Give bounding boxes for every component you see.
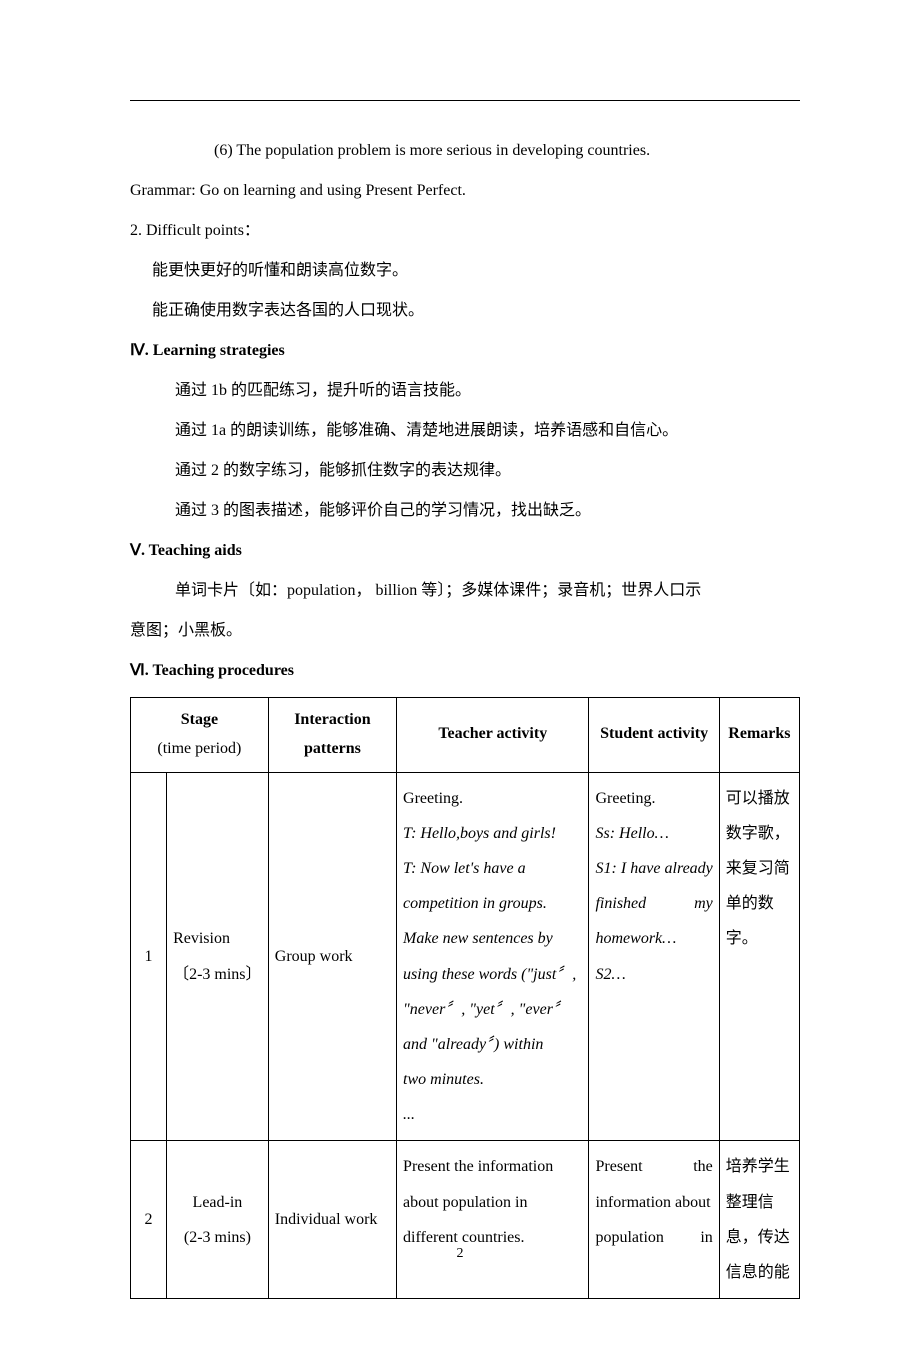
s-line: Ss: Hello… [595, 816, 712, 851]
cell-interaction: Individual work [268, 1141, 396, 1299]
teaching-procedures-table: Stage (time period) Interaction patterns… [130, 697, 800, 1299]
th-interaction-l2: patterns [304, 740, 361, 757]
t-line: ... [403, 1097, 582, 1132]
top-rule [130, 100, 800, 101]
th-teacher: Teacher activity [397, 698, 589, 773]
cell-student: Greeting. Ss: Hello… S1: I have already … [589, 772, 719, 1141]
s-line: S2… [595, 957, 712, 992]
text-line: 通过 2 的数字练习，能够抓住数字的表达规律。 [130, 451, 800, 491]
section-heading-4: Ⅳ. Learning strategies [130, 331, 800, 371]
th-stage-l2: (time period) [157, 740, 241, 757]
th-interaction: Interaction patterns [268, 698, 396, 773]
cell-remarks: 培养学生整理信息，传达信息的能 [719, 1141, 799, 1299]
stage-l2: 〔2-3 mins〕 [173, 966, 261, 983]
stage-l1: Revision [173, 930, 230, 947]
th-remarks: Remarks [719, 698, 799, 773]
text-line: Grammar: Go on learning and using Presen… [130, 171, 800, 211]
text-line: (6) The population problem is more serio… [130, 131, 800, 171]
t-line: and "already〞) within [403, 1027, 582, 1062]
cell-stage: Revision 〔2-3 mins〕 [167, 772, 269, 1141]
t-line: competition in groups. [403, 886, 582, 921]
t-line: "never〞, "yet〞, "ever〞 [403, 992, 582, 1027]
text-line: 能更快更好的听懂和朗读高位数字。 [130, 251, 800, 291]
s-line: homework… [595, 921, 712, 956]
stage-l2: (2-3 mins) [184, 1229, 251, 1246]
t-line: about population in [403, 1185, 582, 1220]
table-header-row: Stage (time period) Interaction patterns… [131, 698, 800, 773]
text-line: 通过 3 的图表描述，能够评价自己的学习情况，找出缺乏。 [130, 491, 800, 531]
th-interaction-l1: Interaction [294, 711, 370, 728]
t-line: Greeting. [403, 781, 582, 816]
cell-teacher: Greeting. T: Hello,boys and girls! T: No… [397, 772, 589, 1141]
t-line: two minutes. [403, 1062, 582, 1097]
text-line: 意图；小黑板。 [130, 611, 800, 651]
cell-num: 2 [131, 1141, 167, 1299]
table-body: 1 Revision 〔2-3 mins〕 Group work Greetin… [131, 772, 800, 1299]
stage-l1: Lead-in [193, 1194, 243, 1211]
th-stage-l1: Stage [181, 711, 218, 728]
s-line: information about [595, 1185, 712, 1220]
t-line: T: Now let's have a [403, 851, 582, 886]
text-line: 2. Difficult points： [130, 211, 800, 251]
cell-stage: Lead-in (2-3 mins) [167, 1141, 269, 1299]
cell-interaction: Group work [268, 772, 396, 1141]
t-line: T: Hello,boys and girls! [403, 816, 582, 851]
document-page: (6) The population problem is more serio… [0, 0, 920, 1359]
s-line: finished my [595, 886, 712, 921]
t-line: Make new sentences by [403, 921, 582, 956]
cell-remarks: 可以播放数字歌，来复习简单的数字。 [719, 772, 799, 1141]
s-line: Greeting. [595, 781, 712, 816]
text-line: 能正确使用数字表达各国的人口现状。 [130, 291, 800, 331]
cell-num: 1 [131, 772, 167, 1141]
t-line: using these words ("just〞, [403, 957, 582, 992]
page-footer: 2 [0, 1246, 920, 1262]
s-line: Present the [595, 1149, 712, 1184]
page-number: 2 [457, 1246, 464, 1261]
text-line: 单词卡片〔如：population， billion 等〕；多媒体课件；录音机；… [130, 571, 800, 611]
t-line: Present the information [403, 1149, 582, 1184]
s-line: S1: I have already [595, 851, 712, 886]
section-heading-6: Ⅵ. Teaching procedures [130, 651, 800, 691]
table-row: 1 Revision 〔2-3 mins〕 Group work Greetin… [131, 772, 800, 1141]
cell-student: Present the information about population… [589, 1141, 719, 1299]
section-heading-5: Ⅴ. Teaching aids [130, 531, 800, 571]
cell-teacher: Present the information about population… [397, 1141, 589, 1299]
th-student: Student activity [589, 698, 719, 773]
th-stage: Stage (time period) [131, 698, 269, 773]
table-row: 2 Lead-in (2-3 mins) Individual work Pre… [131, 1141, 800, 1299]
text-line: 通过 1b 的匹配练习，提升听的语言技能。 [130, 371, 800, 411]
text-line: 通过 1a 的朗读训练，能够准确、清楚地进展朗读，培养语感和自信心。 [130, 411, 800, 451]
